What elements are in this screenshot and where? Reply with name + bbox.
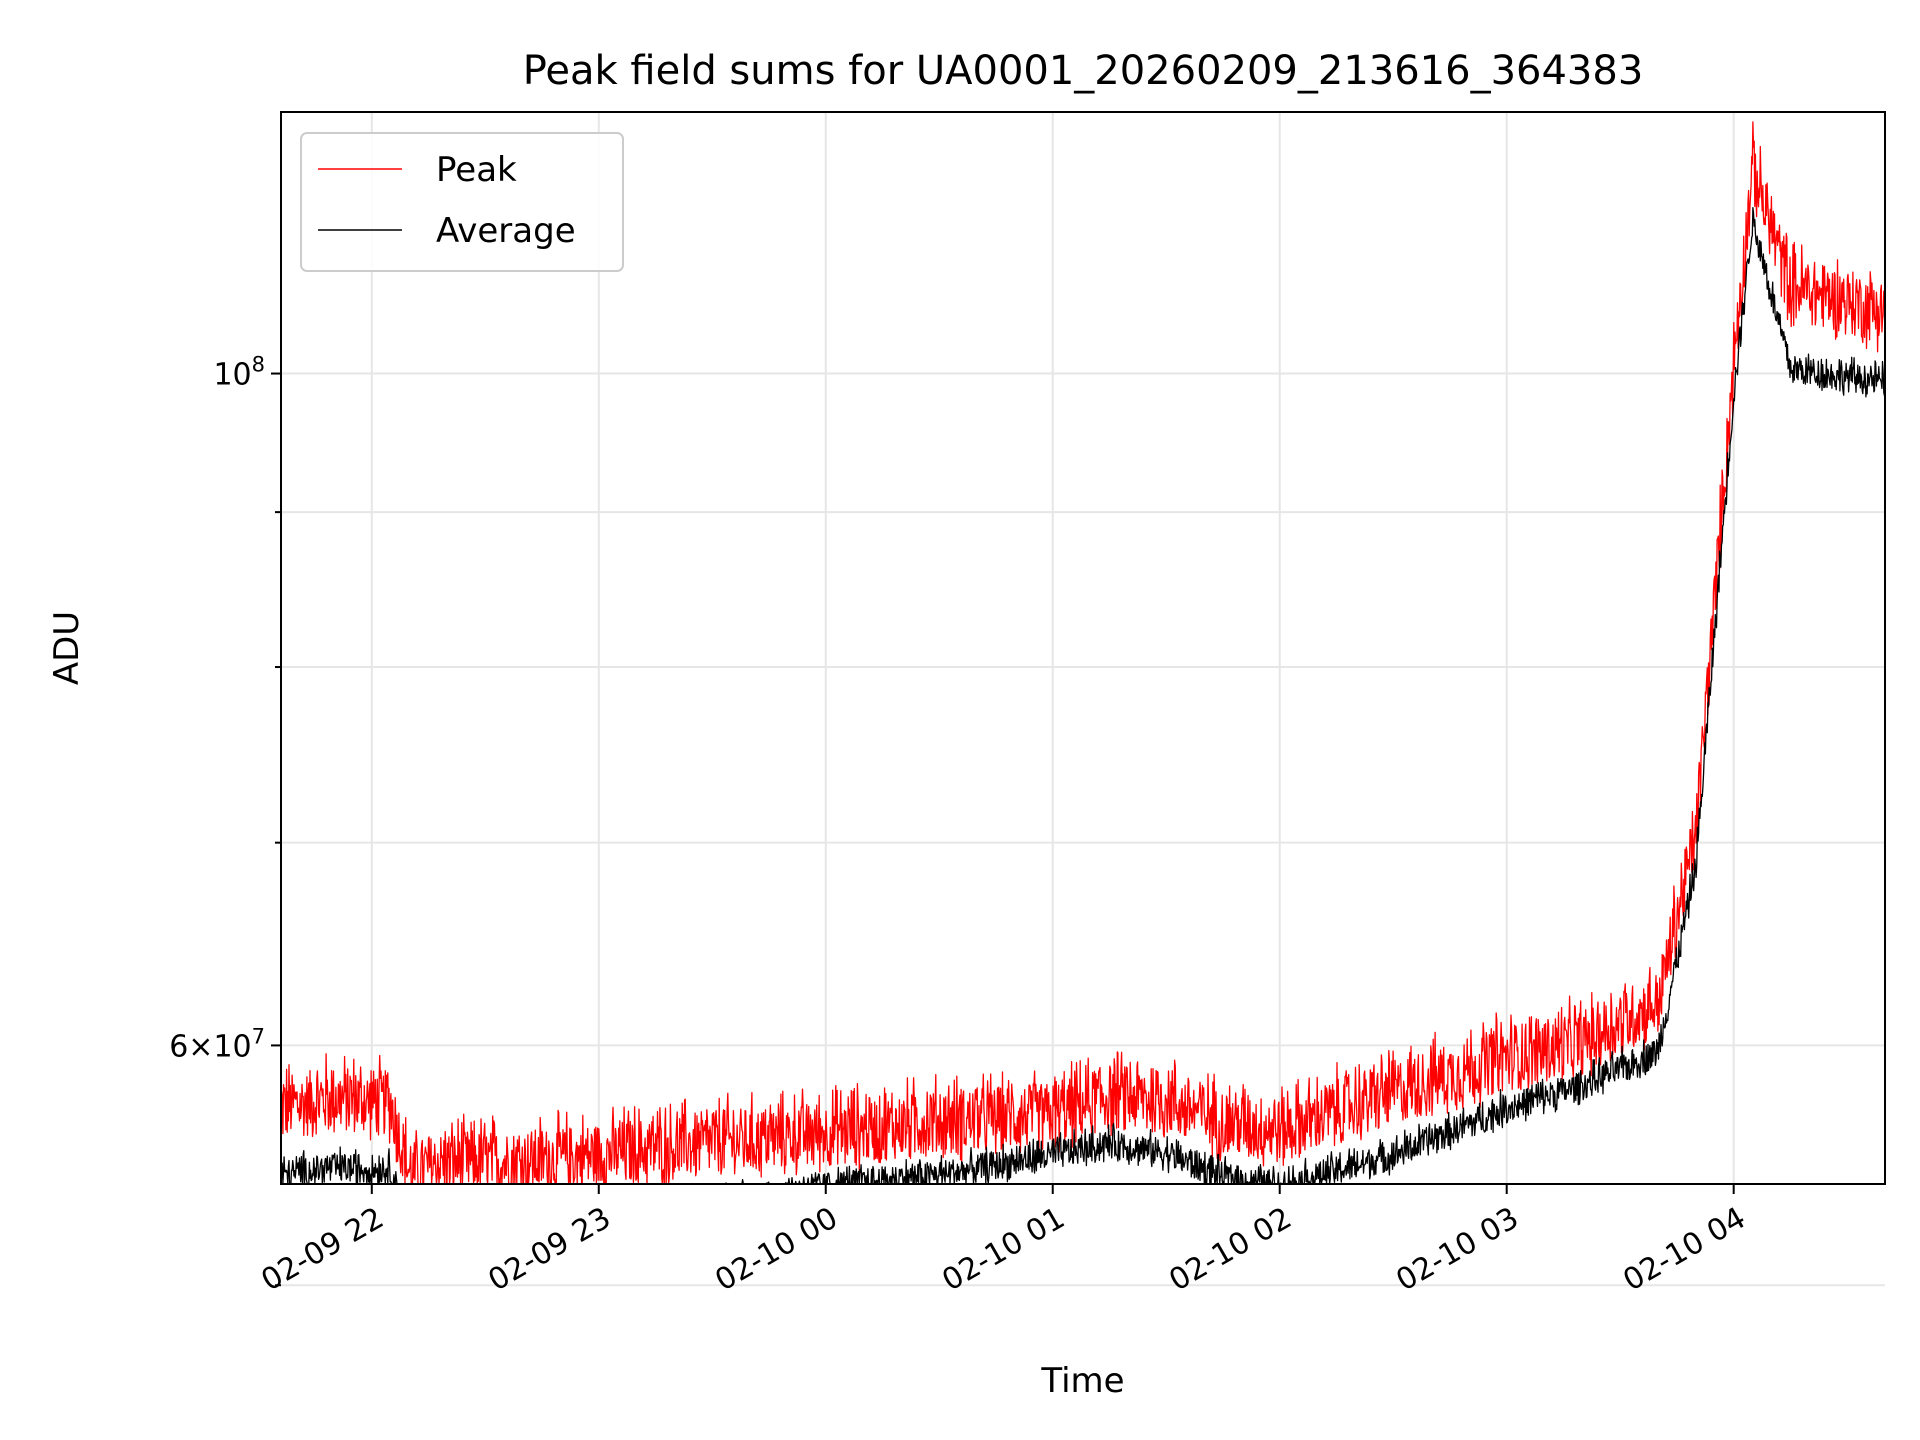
x-axis-label: Time bbox=[1040, 1361, 1124, 1401]
legend-box bbox=[300, 132, 624, 272]
y-tick-label: 6×107 bbox=[169, 1024, 265, 1064]
legend-label-average: Average bbox=[436, 211, 576, 251]
legend-label-peak: Peak bbox=[436, 150, 517, 190]
y-tick-label: 108 bbox=[213, 353, 265, 393]
plot-frame bbox=[280, 111, 1886, 1185]
chart-title: Peak field sums for UA0001_20260209_2136… bbox=[523, 48, 1644, 94]
legend: Peak Average bbox=[300, 132, 624, 272]
y-axis-label: ADU bbox=[47, 611, 87, 685]
series-line-peak bbox=[280, 121, 1886, 1185]
y-axis: 108 6×107 bbox=[169, 353, 281, 1287]
grid bbox=[281, 112, 1885, 1287]
